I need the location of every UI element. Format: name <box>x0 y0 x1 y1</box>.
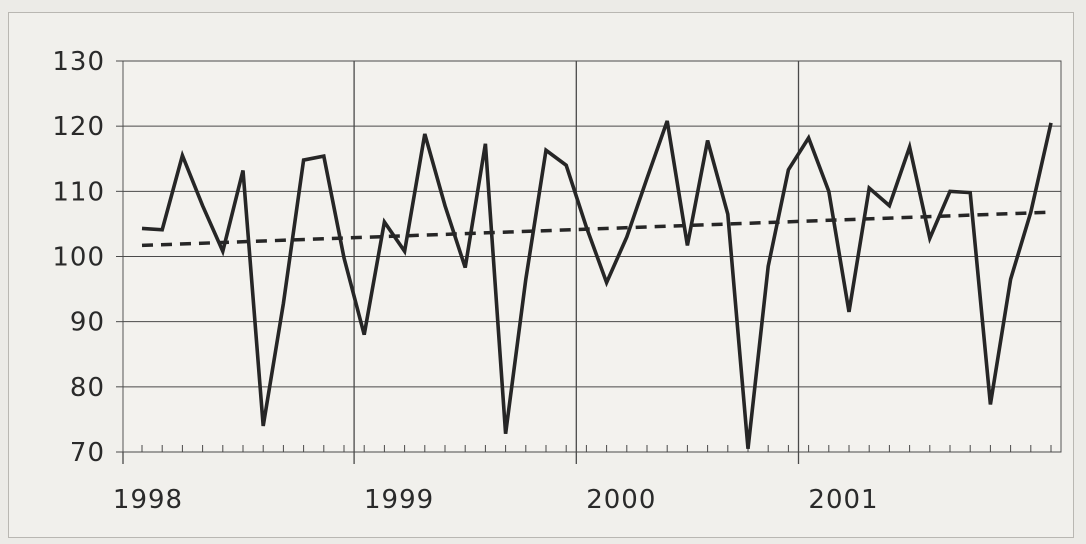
x-tick-label-1999: 1999 <box>364 485 434 515</box>
y-tick-label-90: 90 <box>70 308 105 338</box>
y-tick-label-70: 70 <box>70 438 105 468</box>
data-point-35 <box>848 310 851 313</box>
y-tick-label-120: 120 <box>52 112 105 142</box>
y-tick-label-130: 130 <box>52 47 105 77</box>
data-point-24 <box>625 235 628 238</box>
data-point-9 <box>322 155 325 158</box>
x-tick-label-2000: 2000 <box>586 485 656 515</box>
data-point-39 <box>928 237 931 240</box>
y-axis-tick-labels: 70 80 90 100 110 120 130 <box>52 47 105 468</box>
x-axis-tick-labels: 1998 1999 2000 2001 <box>113 485 878 515</box>
data-point-27 <box>686 244 689 247</box>
data-point-7 <box>282 302 285 305</box>
x-tick-label-2001: 2001 <box>808 485 878 515</box>
data-point-14 <box>423 132 426 135</box>
data-point-43 <box>1009 278 1012 281</box>
data-point-44 <box>1029 211 1032 214</box>
data-series <box>141 119 1053 450</box>
data-point-31 <box>767 265 770 268</box>
data-point-17 <box>484 142 487 145</box>
data-point-38 <box>908 146 911 149</box>
data-point-23 <box>605 281 608 284</box>
x-tick-label-1998: 1998 <box>113 485 183 515</box>
data-point-10 <box>343 256 346 259</box>
data-point-3 <box>201 204 204 207</box>
data-point-29 <box>726 213 729 216</box>
data-point-16 <box>464 266 467 269</box>
data-point-40 <box>949 190 952 193</box>
data-point-6 <box>262 424 265 427</box>
data-point-36 <box>868 187 871 190</box>
data-point-0 <box>141 227 144 230</box>
data-point-13 <box>403 250 406 253</box>
data-point-4 <box>221 250 224 253</box>
data-point-20 <box>545 149 548 152</box>
data-point-26 <box>666 119 669 122</box>
data-point-45 <box>1050 121 1053 124</box>
data-point-1 <box>161 228 164 231</box>
data-point-5 <box>242 169 245 172</box>
data-point-11 <box>363 333 366 336</box>
data-point-33 <box>807 136 810 139</box>
data-point-42 <box>989 403 992 406</box>
data-point-25 <box>646 177 649 180</box>
data-point-19 <box>524 278 527 281</box>
y-tick-label-110: 110 <box>52 177 105 207</box>
data-point-30 <box>747 447 750 450</box>
data-point-37 <box>888 204 891 207</box>
data-point-21 <box>565 164 568 167</box>
y-tick-label-100: 100 <box>52 243 105 273</box>
data-point-28 <box>706 139 709 142</box>
data-point-18 <box>504 432 507 435</box>
data-point-12 <box>383 220 386 223</box>
y-tick-label-80: 80 <box>70 373 105 403</box>
data-point-2 <box>181 154 184 157</box>
data-point-8 <box>302 159 305 162</box>
data-point-15 <box>444 204 447 207</box>
data-point-41 <box>969 191 972 194</box>
data-point-34 <box>827 190 830 193</box>
data-point-32 <box>787 168 790 171</box>
data-line <box>141 120 1053 449</box>
